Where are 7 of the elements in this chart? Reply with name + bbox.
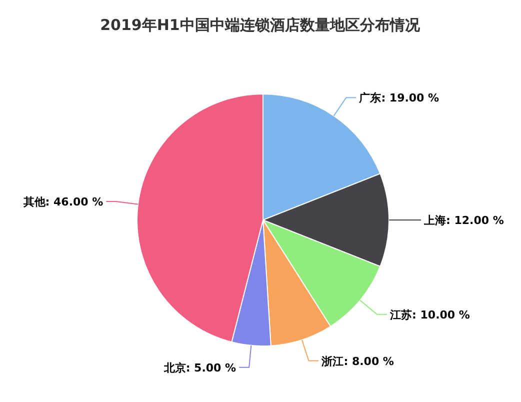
slice-label: 浙江: 8.00 %: [320, 354, 394, 368]
slice-label: 北京: 5.00 %: [162, 361, 236, 374]
chart-title: 2019年H1中国中端连锁酒店数量地区分布情况: [100, 16, 421, 34]
slice-label: 其他: 46.00 %: [22, 195, 104, 208]
slice-label: 江苏: 10.00 %: [389, 308, 470, 322]
slice-label: 上海: 12.00 %: [423, 214, 504, 227]
slice-label: 广东: 19.00 %: [358, 92, 440, 105]
